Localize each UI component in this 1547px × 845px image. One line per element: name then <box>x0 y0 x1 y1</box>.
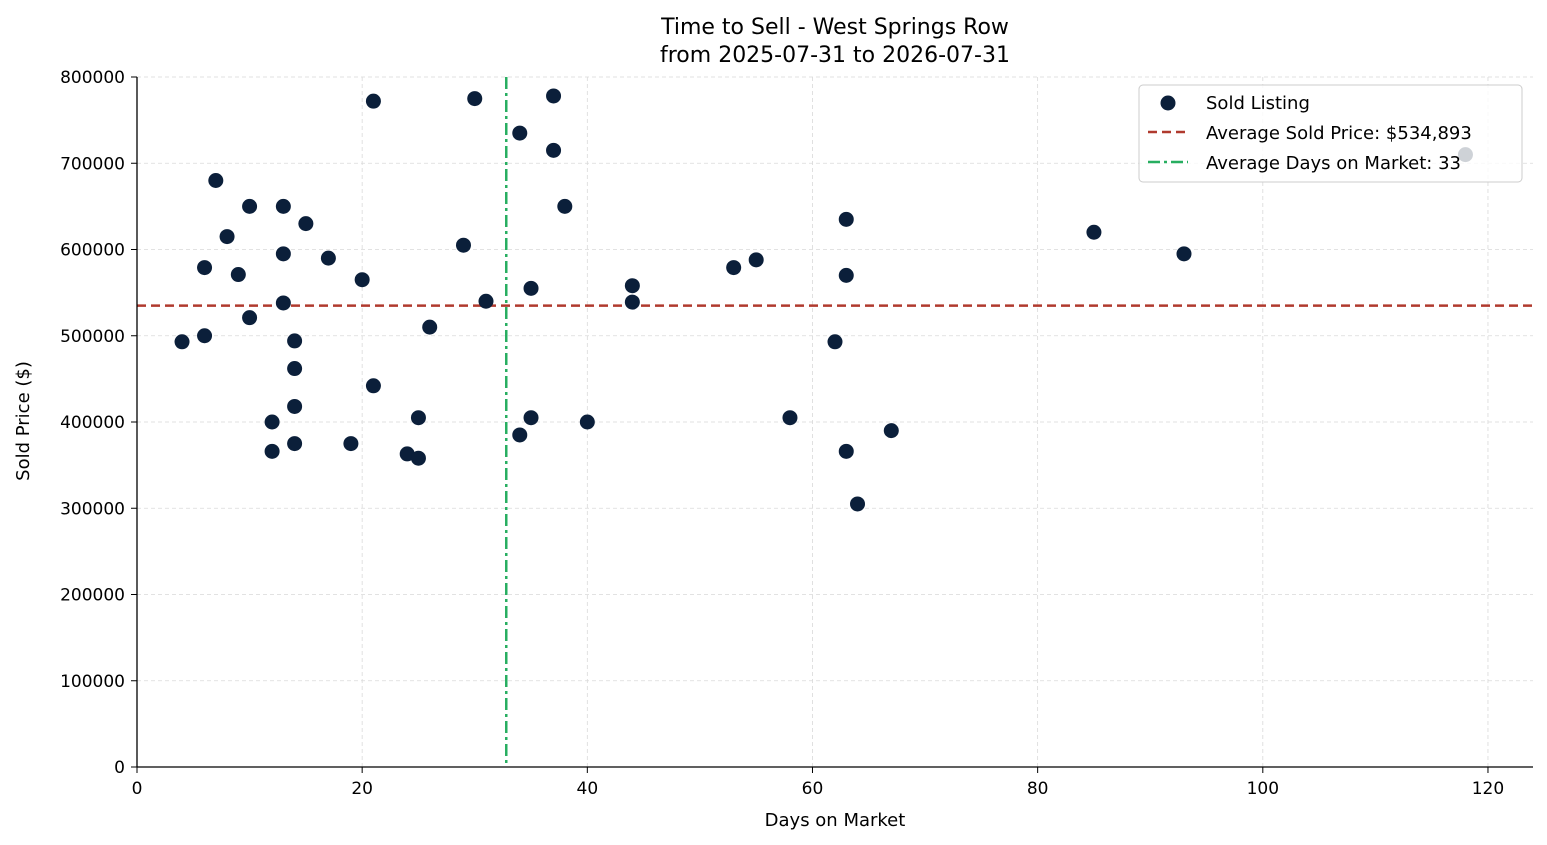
data-point <box>264 414 280 430</box>
data-point <box>546 142 562 158</box>
data-point <box>275 198 291 214</box>
data-point <box>287 361 303 377</box>
data-point <box>287 436 303 452</box>
tick-labels: 0 20 40 60 80 100 120 0 100000 200000 300000 400000… <box>60 68 1504 799</box>
data-point <box>624 294 640 310</box>
chart-title: Time to Sell - West Springs Row <box>660 15 1009 40</box>
data-point <box>523 280 539 296</box>
data-point <box>230 267 246 283</box>
data-point <box>1086 224 1102 240</box>
data-point <box>748 252 764 268</box>
data-point <box>365 93 381 109</box>
data-point <box>838 211 854 227</box>
data-point <box>174 334 190 350</box>
data-point <box>478 293 494 309</box>
axes <box>131 76 1533 773</box>
x-tick-label: 20 <box>351 779 373 799</box>
data-point <box>512 427 528 443</box>
data-point <box>298 216 314 232</box>
data-point <box>320 250 336 266</box>
y-tick-label: 700000 <box>60 154 125 174</box>
data-point <box>850 496 866 512</box>
data-point <box>242 310 258 326</box>
y-tick-label: 500000 <box>60 327 125 347</box>
data-point <box>197 328 213 344</box>
data-point <box>399 446 415 462</box>
data-point <box>219 229 235 245</box>
x-tick-label: 80 <box>1027 779 1049 799</box>
data-point <box>579 414 595 430</box>
x-tick-label: 40 <box>577 779 599 799</box>
data-point <box>467 91 483 107</box>
data-point <box>410 450 426 466</box>
y-tick-label: 100000 <box>60 672 125 692</box>
x-tick-label: 0 <box>132 779 143 799</box>
data-point <box>275 246 291 262</box>
data-point <box>546 88 562 104</box>
y-tick-label: 800000 <box>60 68 125 88</box>
legend-label-average-price: Average Sold Price: $534,893 <box>1206 123 1472 144</box>
data-point <box>883 423 899 439</box>
chart-subtitle: from 2025-07-31 to 2026-07-31 <box>660 43 1010 68</box>
data-point <box>365 378 381 394</box>
data-point <box>208 173 224 188</box>
legend-label-average-days: Average Days on Market: 33 <box>1206 153 1461 174</box>
data-points <box>174 88 1473 512</box>
x-tick-label: 120 <box>1472 779 1504 799</box>
data-point <box>422 319 438 335</box>
data-point <box>242 198 258 214</box>
data-point <box>726 260 742 276</box>
data-point <box>838 443 854 459</box>
data-point <box>512 125 528 141</box>
data-point <box>827 334 843 350</box>
data-point <box>197 260 213 276</box>
legend-frame <box>1138 84 1523 183</box>
data-point <box>354 272 370 288</box>
x-tick-label: 100 <box>1247 779 1279 799</box>
y-axis-label: Sold Price ($) <box>13 361 34 481</box>
reference-lines <box>137 77 1533 767</box>
x-axis-label: Days on Market <box>765 810 906 831</box>
data-point <box>624 278 640 294</box>
x-tick-label: 60 <box>802 779 824 799</box>
data-point <box>410 410 426 426</box>
y-tick-label: 600000 <box>60 241 125 261</box>
legend-label-sold-listing: Sold Listing <box>1206 93 1310 114</box>
data-point <box>264 443 280 459</box>
legend-marker-sold-listing <box>1160 95 1176 111</box>
y-tick-label: 200000 <box>60 586 125 606</box>
data-point <box>1176 246 1192 262</box>
gridlines <box>136 76 1533 768</box>
data-point <box>557 198 573 214</box>
data-point <box>782 410 798 426</box>
legend: Sold Listing Average Sold Price: $534,89… <box>1138 84 1523 183</box>
y-tick-label: 0 <box>114 758 125 778</box>
data-point <box>287 398 303 414</box>
data-point <box>275 295 291 311</box>
y-tick-label: 300000 <box>60 499 125 519</box>
data-point <box>455 237 471 253</box>
data-point <box>523 410 539 426</box>
data-point <box>343 436 359 452</box>
data-point <box>838 267 854 283</box>
y-tick-label: 400000 <box>60 413 125 433</box>
data-point <box>287 333 303 349</box>
